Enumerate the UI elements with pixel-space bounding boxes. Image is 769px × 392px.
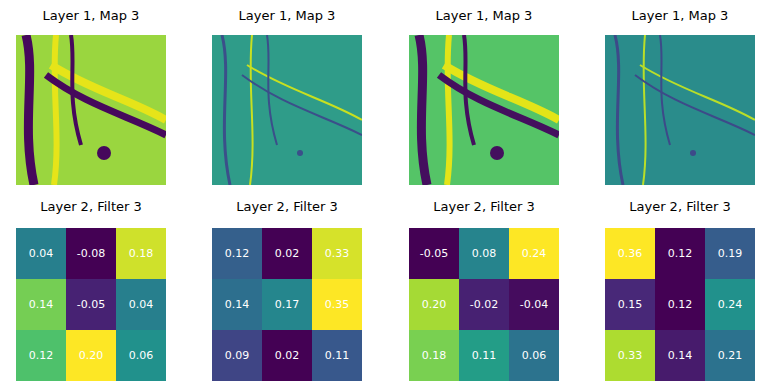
svg-text:0.15: 0.15 <box>618 298 643 311</box>
svg-text:0.21: 0.21 <box>718 349 743 362</box>
svg-text:-0.05: -0.05 <box>77 298 105 311</box>
svg-text:-0.08: -0.08 <box>77 247 105 260</box>
html-text:Layer 2, Filter 3: Layer 2, Filter 3 <box>433 199 535 214</box>
svg-text:0.02: 0.02 <box>275 247 300 260</box>
svg-text:0.02: 0.02 <box>275 349 300 362</box>
svg-text:0.14: 0.14 <box>29 298 54 311</box>
svg-text:0.12: 0.12 <box>668 298 693 311</box>
html-text:Layer 2, Filter 3: Layer 2, Filter 3 <box>236 199 338 214</box>
svg-text:0.35: 0.35 <box>325 298 350 311</box>
html-text:Layer 2, Filter 3: Layer 2, Filter 3 <box>40 199 142 214</box>
svg-text:0.14: 0.14 <box>225 298 250 311</box>
svg-text:0.20: 0.20 <box>79 349 104 362</box>
html-text:Layer 1, Map 3: Layer 1, Map 3 <box>238 8 336 23</box>
svg-text:0.19: 0.19 <box>718 247 743 260</box>
svg-text:0.18: 0.18 <box>422 349 447 362</box>
svg-text:0.04: 0.04 <box>129 298 154 311</box>
svg-text:0.17: 0.17 <box>275 298 300 311</box>
svg-text:0.33: 0.33 <box>325 247 350 260</box>
svg-text:0.09: 0.09 <box>225 349 250 362</box>
html-text:Layer 1, Map 3: Layer 1, Map 3 <box>435 8 533 23</box>
svg-text:0.33: 0.33 <box>618 349 643 362</box>
svg-text:0.36: 0.36 <box>618 247 643 260</box>
svg-text:0.18: 0.18 <box>129 247 154 260</box>
svg-text:0.08: 0.08 <box>472 247 497 260</box>
html-text:Layer 1, Map 3: Layer 1, Map 3 <box>631 8 729 23</box>
svg-text:-0.04: -0.04 <box>520 298 548 311</box>
svg-text:0.12: 0.12 <box>668 247 693 260</box>
svg-text:0.04: 0.04 <box>29 247 54 260</box>
svg-text:-0.02: -0.02 <box>470 298 498 311</box>
svg-text:0.12: 0.12 <box>29 349 54 362</box>
html-text:Layer 2, Filter 3: Layer 2, Filter 3 <box>629 199 731 214</box>
html-text:Layer 1, Map 3: Layer 1, Map 3 <box>42 8 140 23</box>
svg-text:0.24: 0.24 <box>522 247 547 260</box>
svg-text:0.12: 0.12 <box>225 247 250 260</box>
svg-text:0.06: 0.06 <box>522 349 547 362</box>
svg-text:0.20: 0.20 <box>422 298 447 311</box>
svg-text:0.11: 0.11 <box>472 349 497 362</box>
svg-text:0.24: 0.24 <box>718 298 743 311</box>
svg-text:0.14: 0.14 <box>668 349 693 362</box>
svg-text:0.11: 0.11 <box>325 349 350 362</box>
svg-text:0.06: 0.06 <box>129 349 154 362</box>
svg-text:-0.05: -0.05 <box>420 247 448 260</box>
